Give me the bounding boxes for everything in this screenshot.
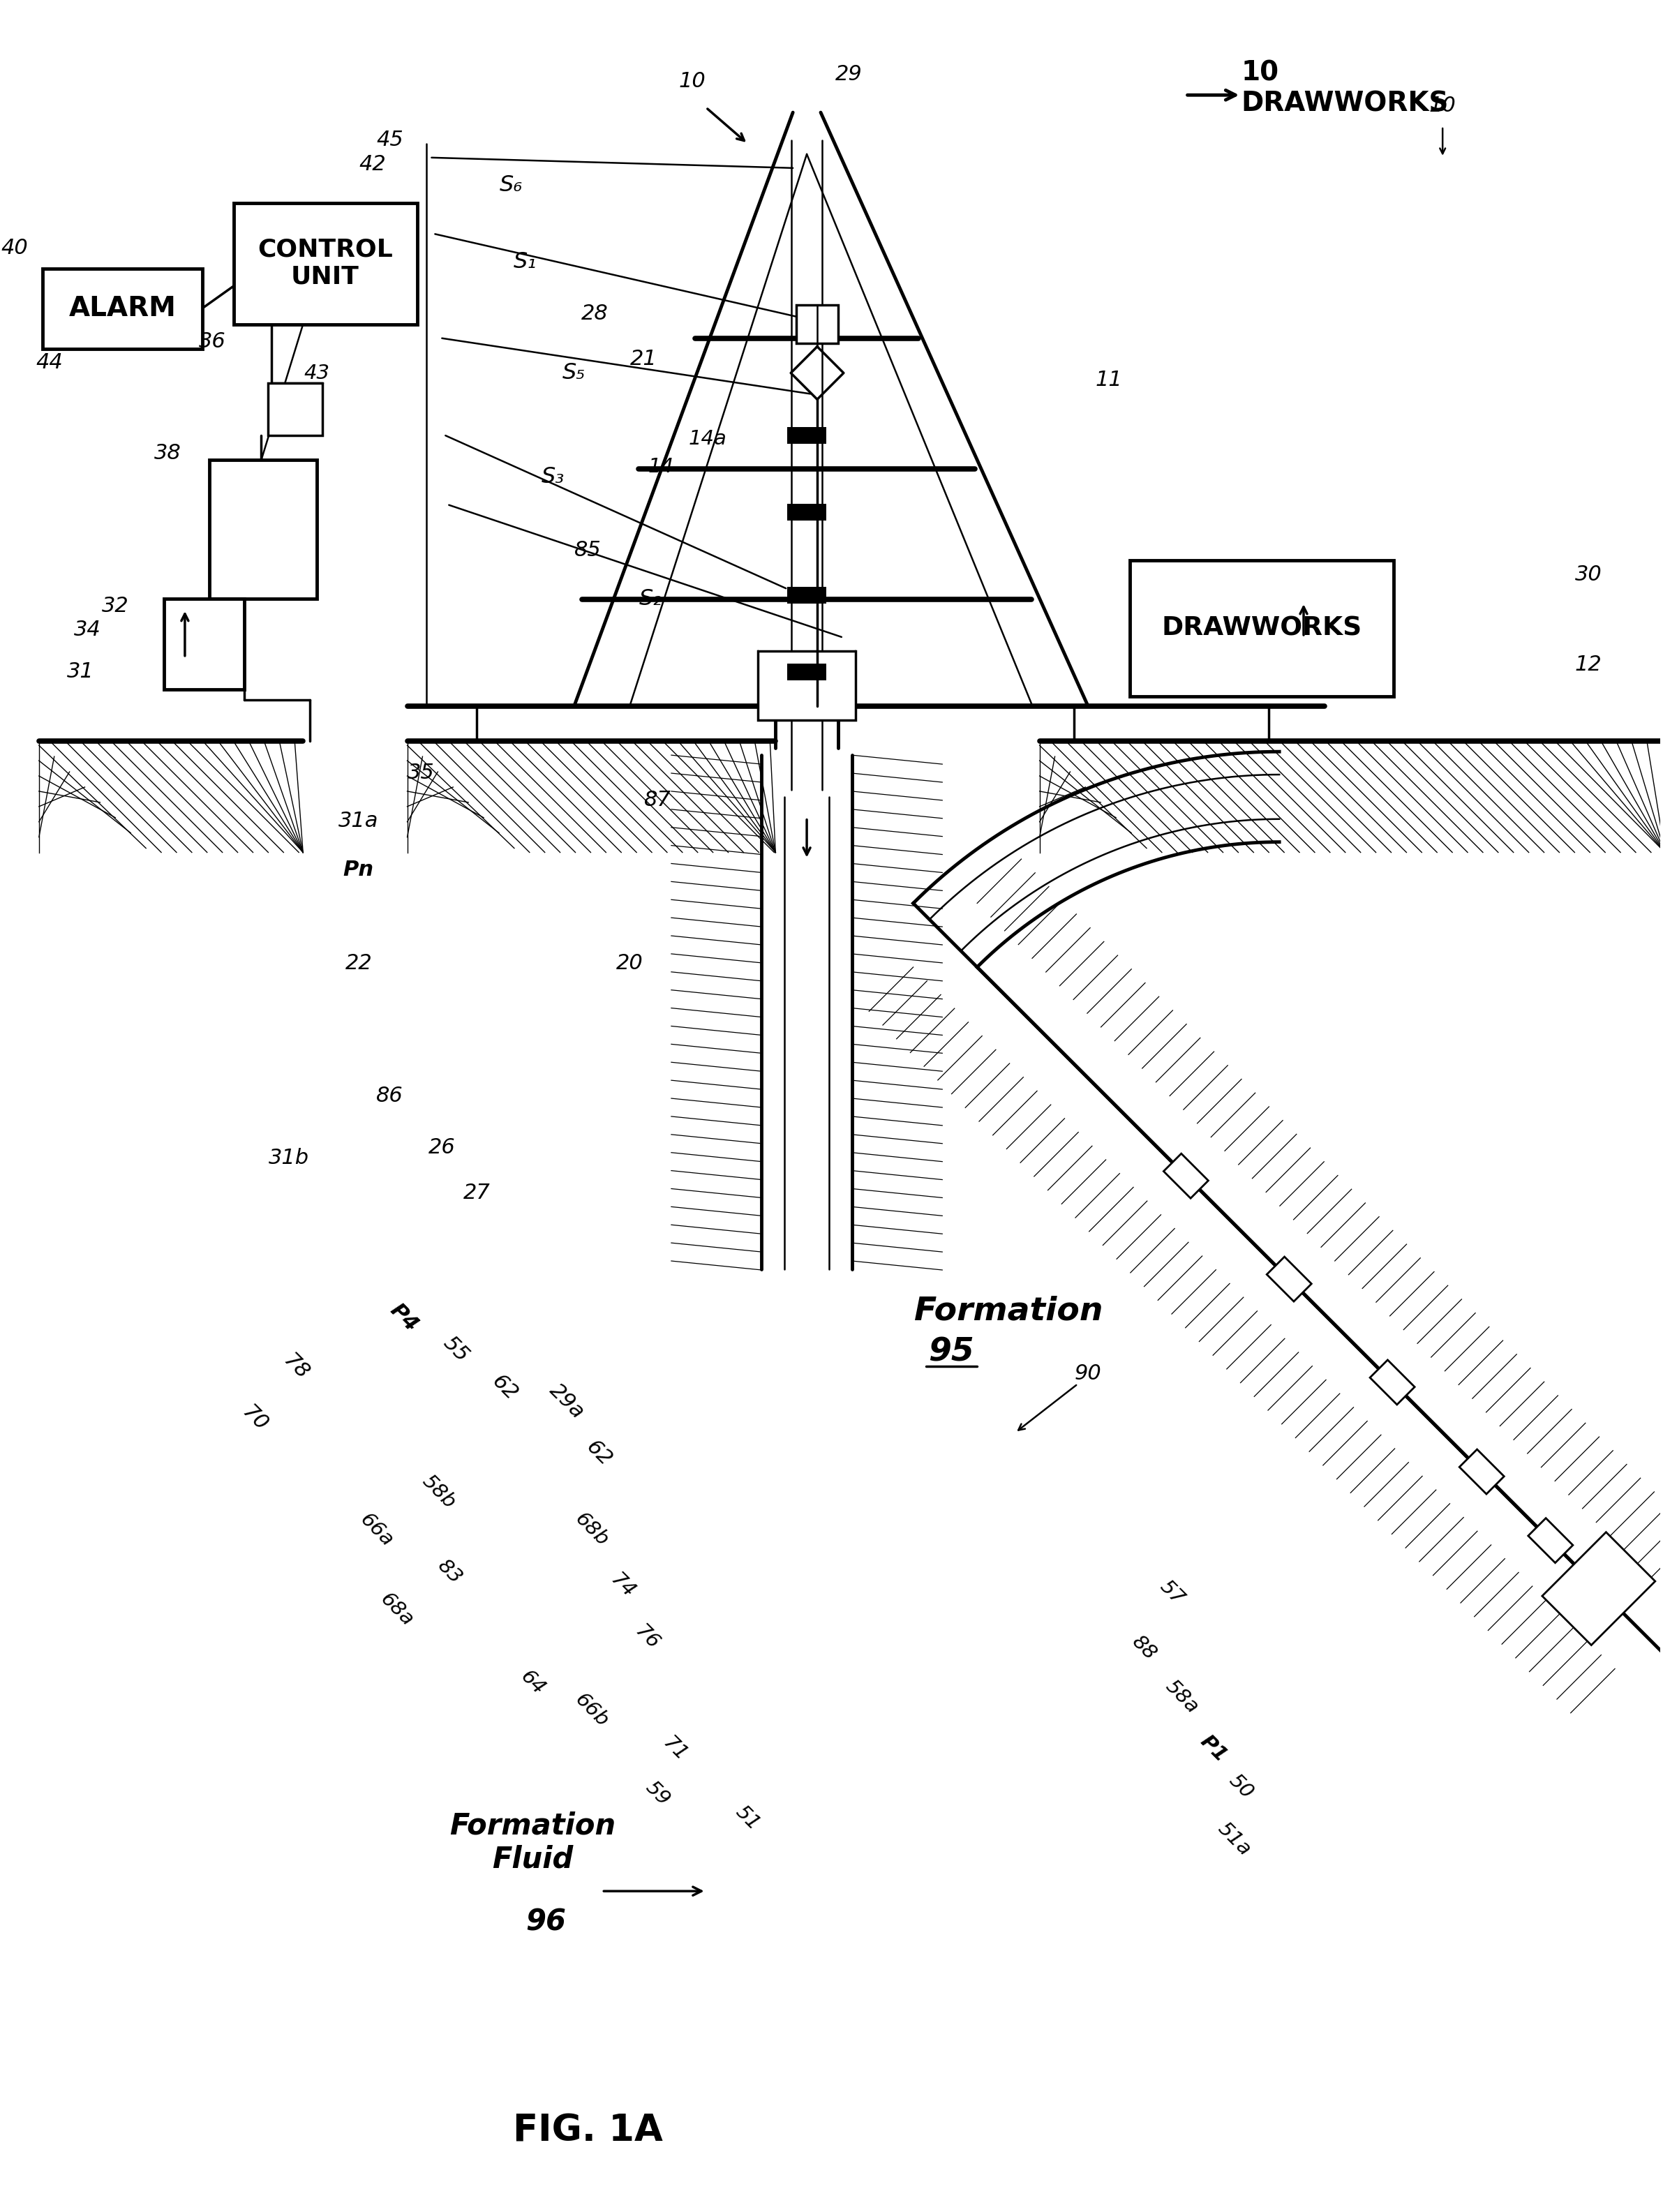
- Text: 58b: 58b: [417, 1471, 459, 1513]
- Text: 36: 36: [200, 332, 226, 352]
- Text: 76: 76: [630, 1621, 664, 1655]
- Text: S₁: S₁: [514, 250, 537, 272]
- Text: 29a: 29a: [545, 1380, 589, 1422]
- Text: 14a: 14a: [688, 429, 727, 449]
- Text: 68b: 68b: [570, 1509, 612, 1551]
- Text: 62: 62: [582, 1436, 615, 1471]
- Text: Pn: Pn: [343, 860, 374, 880]
- Text: 27: 27: [464, 1183, 491, 1203]
- Text: 85: 85: [574, 540, 602, 560]
- Bar: [38, 741, 303, 852]
- Text: S₃: S₃: [542, 467, 565, 489]
- Text: Formation
Fluid: Formation Fluid: [449, 1812, 615, 1874]
- Text: FIG. 1A: FIG. 1A: [512, 2112, 664, 2150]
- Bar: [787, 504, 827, 520]
- Text: 42: 42: [359, 155, 386, 175]
- Bar: [772, 675, 792, 690]
- Text: 29: 29: [835, 64, 861, 84]
- Text: 59: 59: [642, 1778, 674, 1809]
- Text: 57: 57: [1156, 1577, 1187, 1608]
- Bar: [210, 460, 318, 599]
- Text: 88: 88: [1128, 1632, 1159, 1663]
- Text: 35: 35: [407, 763, 434, 783]
- Text: 58a: 58a: [1161, 1677, 1202, 1717]
- Text: 40: 40: [2, 239, 28, 259]
- Text: 70: 70: [238, 1402, 271, 1436]
- Text: CONTROL
UNIT: CONTROL UNIT: [258, 237, 392, 290]
- Polygon shape: [1528, 1517, 1573, 1564]
- Text: S₂: S₂: [639, 588, 662, 611]
- Text: 14: 14: [649, 458, 674, 476]
- Text: 26: 26: [429, 1137, 456, 1157]
- Text: 83: 83: [432, 1555, 466, 1588]
- Bar: [233, 204, 417, 325]
- Text: 74: 74: [607, 1568, 639, 1601]
- Text: 38: 38: [155, 442, 181, 462]
- Text: 71: 71: [659, 1732, 690, 1765]
- Text: 62: 62: [487, 1371, 521, 1405]
- Bar: [795, 675, 813, 690]
- Text: P4: P4: [386, 1301, 422, 1336]
- Text: 90: 90: [1074, 1363, 1101, 1385]
- Bar: [768, 672, 845, 706]
- Text: 31a: 31a: [339, 812, 379, 832]
- Bar: [165, 599, 244, 690]
- Text: 10: 10: [679, 71, 705, 91]
- Text: P1: P1: [1196, 1732, 1231, 1765]
- Text: 34: 34: [75, 619, 101, 639]
- Bar: [787, 427, 827, 445]
- Text: S₆: S₆: [501, 175, 524, 197]
- Text: Formation: Formation: [915, 1296, 1103, 1327]
- Text: 50: 50: [1226, 1772, 1257, 1803]
- Polygon shape: [1542, 1533, 1655, 1646]
- Text: 43: 43: [304, 363, 329, 383]
- Bar: [787, 586, 827, 604]
- Text: 10
DRAWWORKS: 10 DRAWWORKS: [1241, 60, 1448, 117]
- Text: 28: 28: [582, 303, 609, 323]
- Polygon shape: [1164, 1155, 1209, 1199]
- Polygon shape: [1267, 1256, 1312, 1301]
- Text: 55: 55: [439, 1332, 472, 1365]
- Bar: [268, 383, 323, 436]
- Text: 30: 30: [1575, 564, 1601, 584]
- Bar: [1129, 560, 1394, 697]
- Text: 78: 78: [279, 1349, 313, 1382]
- Text: 44: 44: [37, 352, 63, 372]
- Text: 95: 95: [928, 1336, 975, 1369]
- Text: 51a: 51a: [1214, 1818, 1254, 1860]
- Bar: [797, 305, 838, 343]
- Text: 68a: 68a: [376, 1588, 417, 1630]
- Text: 51: 51: [732, 1803, 763, 1834]
- Bar: [787, 664, 827, 679]
- Text: 21: 21: [630, 349, 657, 369]
- Text: 10: 10: [1429, 95, 1457, 115]
- Text: 11: 11: [1096, 369, 1123, 389]
- Bar: [43, 270, 203, 349]
- Text: 31: 31: [67, 661, 95, 681]
- Polygon shape: [1370, 1360, 1415, 1405]
- Bar: [795, 690, 813, 706]
- Text: 32: 32: [101, 595, 130, 615]
- Polygon shape: [1460, 1449, 1503, 1493]
- Text: 12: 12: [1575, 655, 1601, 675]
- Text: 86: 86: [376, 1086, 404, 1106]
- Text: 66a: 66a: [356, 1509, 396, 1551]
- Text: 66b: 66b: [570, 1690, 612, 1732]
- Text: ALARM: ALARM: [68, 294, 176, 321]
- Text: S₅: S₅: [562, 363, 585, 385]
- Text: 45: 45: [376, 131, 404, 150]
- Text: 87: 87: [644, 790, 670, 810]
- Bar: [772, 690, 792, 706]
- Text: DRAWWORKS: DRAWWORKS: [1162, 615, 1362, 641]
- Bar: [758, 650, 855, 721]
- Text: 31b: 31b: [269, 1148, 309, 1168]
- Text: 96: 96: [526, 1907, 567, 1938]
- Text: 20: 20: [615, 953, 644, 973]
- Text: 22: 22: [346, 953, 373, 973]
- Text: 64: 64: [516, 1666, 549, 1699]
